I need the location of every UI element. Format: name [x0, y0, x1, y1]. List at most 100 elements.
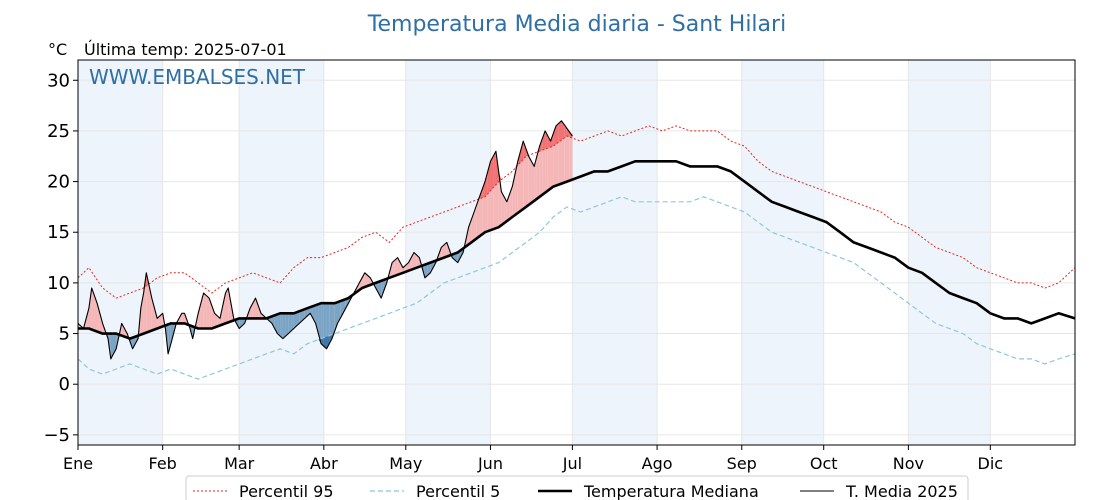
below-median-fill [293, 312, 297, 329]
percentil-5-line [77, 196, 1076, 380]
above-median-fill [392, 260, 395, 277]
above-median-fill [86, 308, 89, 329]
above-p95-fill [493, 151, 496, 188]
below-median-fill [430, 261, 434, 273]
below-median-fill [337, 301, 341, 324]
month-label-may: May [389, 454, 422, 473]
above-median-fill [225, 287, 229, 324]
above-median-fill [214, 313, 218, 328]
above-p95-fill [556, 123, 559, 145]
y-tick-label: 25 [47, 121, 70, 142]
legend-label: Percentil 5 [416, 482, 500, 500]
below-median-fill [301, 309, 305, 321]
above-median-fill [99, 313, 103, 334]
below-median-fill [315, 304, 319, 334]
below-median-fill [329, 303, 333, 344]
above-median-fill [400, 262, 404, 274]
above-p95-fill [553, 125, 557, 147]
above-median-fill [364, 272, 368, 287]
above-median-fill [446, 242, 450, 257]
above-median-fill [509, 186, 513, 220]
above-median-fill [564, 124, 567, 183]
above-median-fill [479, 189, 483, 237]
month-band-mar [239, 60, 324, 445]
above-median-fill [146, 272, 150, 333]
y-tick-label: 0 [59, 374, 70, 395]
below-median-fill [342, 299, 346, 314]
month-label-jul: Jul [562, 454, 582, 473]
below-median-fill [285, 313, 289, 337]
watermark: WWW.EMBALSES.NET [89, 65, 306, 89]
month-label-mar: Mar [224, 454, 255, 473]
above-median-fill [97, 303, 100, 333]
above-median-fill [154, 308, 158, 330]
y-tick-label: 15 [47, 222, 70, 243]
month-label-jun: Jun [477, 454, 503, 473]
below-median-fill [280, 313, 283, 339]
above-median-fill [444, 242, 447, 258]
above-median-fill [179, 313, 182, 324]
month-band-jul [572, 60, 658, 445]
y-tick-label: 20 [47, 172, 70, 193]
below-median-fill [381, 279, 384, 299]
below-median-fill [332, 303, 335, 339]
y-tick-label: 10 [47, 273, 70, 294]
legend: Percentil 95 Percentil 5 Temperatura Media… [185, 475, 969, 500]
above-median-fill [362, 272, 365, 288]
above-median-fill [534, 156, 537, 201]
above-median-fill [140, 293, 144, 335]
y-tick-label: 5 [59, 324, 70, 345]
above-median-fill [569, 132, 573, 181]
above-median-fill [471, 211, 475, 243]
month-label-oct: Oct [810, 454, 838, 473]
above-p95-fill [482, 181, 485, 198]
above-median-fill [209, 298, 212, 329]
below-median-fill [427, 262, 431, 276]
legend-box [185, 475, 969, 500]
above-median-fill [474, 204, 477, 241]
above-p95-fill [547, 135, 551, 149]
below-median-fill [288, 313, 292, 334]
below-median-fill [424, 263, 428, 278]
above-median-fill [531, 161, 535, 203]
below-median-fill [291, 313, 294, 332]
above-median-fill [394, 257, 398, 276]
above-median-fill [143, 272, 147, 334]
month-label-feb: Feb [149, 454, 177, 473]
month-label-dic: Dic [978, 454, 1004, 473]
above-median-fill [504, 196, 507, 224]
below-p5-fill [326, 335, 330, 349]
above-median-fill [539, 138, 543, 197]
above-median-fill [203, 293, 207, 329]
above-median-fill [517, 151, 521, 213]
above-median-fill [515, 161, 518, 216]
media-2025-line [77, 120, 573, 360]
below-median-fill [271, 315, 275, 329]
below-median-fill [113, 333, 117, 354]
above-p95-fill [490, 156, 494, 191]
above-median-fill [222, 293, 226, 325]
month-label-sep: Sep [727, 454, 757, 473]
y-tick-label: −5 [43, 425, 70, 446]
above-median-fill [181, 313, 185, 324]
legend-label: Percentil 95 [239, 482, 334, 500]
above-median-fill [206, 295, 210, 329]
above-median-fill [501, 191, 505, 226]
below-median-fill [345, 298, 349, 309]
above-p95-fill [484, 171, 488, 197]
below-median-fill [299, 310, 302, 324]
legend-label: T. Media 2025 [845, 482, 958, 500]
above-p95-fill [566, 128, 570, 137]
above-median-fill [413, 252, 417, 269]
below-median-fill [236, 318, 240, 329]
below-p5-fill [323, 336, 327, 349]
above-median-fill [255, 298, 259, 319]
month-band-ene [78, 60, 163, 445]
above-median-fill [416, 255, 420, 268]
above-median-fill [367, 275, 371, 286]
chart-title: Temperatura Media diaria - Sant Hilari [367, 12, 786, 37]
month-label-ene: Ene [63, 454, 93, 473]
above-median-fill [498, 171, 502, 228]
above-median-fill [536, 146, 540, 199]
above-p95-fill [523, 141, 526, 160]
